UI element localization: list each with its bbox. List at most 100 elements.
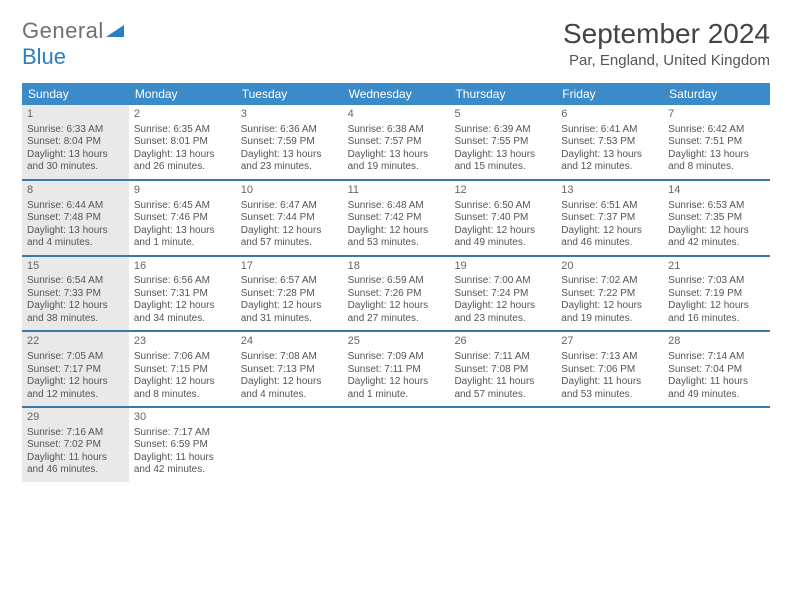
day-number: 11 (348, 184, 445, 198)
day-cell: 15Sunrise: 6:54 AMSunset: 7:33 PMDayligh… (22, 257, 129, 331)
daylight-text: Daylight: 12 hours and 42 minutes. (668, 225, 765, 250)
sunrise-text: Sunrise: 7:13 AM (561, 351, 658, 364)
daylight-text: Daylight: 12 hours and 23 minutes. (454, 300, 551, 325)
daylight-text: Daylight: 11 hours and 53 minutes. (561, 376, 658, 401)
empty-cell (343, 408, 450, 482)
day-cell: 25Sunrise: 7:09 AMSunset: 7:11 PMDayligh… (343, 332, 450, 406)
week-row: 15Sunrise: 6:54 AMSunset: 7:33 PMDayligh… (22, 257, 770, 333)
day-number: 8 (27, 184, 124, 198)
day-cell: 27Sunrise: 7:13 AMSunset: 7:06 PMDayligh… (556, 332, 663, 406)
week-row: 1Sunrise: 6:33 AMSunset: 8:04 PMDaylight… (22, 105, 770, 181)
daylight-text: Daylight: 12 hours and 1 minute. (348, 376, 445, 401)
sunrise-text: Sunrise: 6:45 AM (134, 200, 231, 213)
day-cell: 17Sunrise: 6:57 AMSunset: 7:28 PMDayligh… (236, 257, 343, 331)
sunrise-text: Sunrise: 7:02 AM (561, 275, 658, 288)
sunrise-text: Sunrise: 6:35 AM (134, 124, 231, 137)
sunset-text: Sunset: 7:04 PM (668, 364, 765, 377)
sunrise-text: Sunrise: 6:56 AM (134, 275, 231, 288)
daylight-text: Daylight: 13 hours and 15 minutes. (454, 149, 551, 174)
daylight-text: Daylight: 12 hours and 34 minutes. (134, 300, 231, 325)
sunset-text: Sunset: 7:51 PM (668, 136, 765, 149)
daylight-text: Daylight: 13 hours and 19 minutes. (348, 149, 445, 174)
sunrise-text: Sunrise: 7:11 AM (454, 351, 551, 364)
day-cell: 11Sunrise: 6:48 AMSunset: 7:42 PMDayligh… (343, 181, 450, 255)
day-header-cell: Thursday (449, 83, 556, 105)
daylight-text: Daylight: 12 hours and 8 minutes. (134, 376, 231, 401)
empty-cell (556, 408, 663, 482)
sunrise-text: Sunrise: 6:44 AM (27, 200, 124, 213)
empty-cell (449, 408, 556, 482)
day-number: 14 (668, 184, 765, 198)
empty-cell (663, 408, 770, 482)
daylight-text: Daylight: 12 hours and 49 minutes. (454, 225, 551, 250)
daylight-text: Daylight: 13 hours and 30 minutes. (27, 149, 124, 174)
daylight-text: Daylight: 13 hours and 26 minutes. (134, 149, 231, 174)
sunrise-text: Sunrise: 6:38 AM (348, 124, 445, 137)
day-cell: 19Sunrise: 7:00 AMSunset: 7:24 PMDayligh… (449, 257, 556, 331)
sunset-text: Sunset: 8:01 PM (134, 136, 231, 149)
day-cell: 5Sunrise: 6:39 AMSunset: 7:55 PMDaylight… (449, 105, 556, 179)
sunrise-text: Sunrise: 6:39 AM (454, 124, 551, 137)
day-cell: 6Sunrise: 6:41 AMSunset: 7:53 PMDaylight… (556, 105, 663, 179)
week-row: 8Sunrise: 6:44 AMSunset: 7:48 PMDaylight… (22, 181, 770, 257)
day-number: 30 (134, 411, 231, 425)
daylight-text: Daylight: 13 hours and 4 minutes. (27, 225, 124, 250)
sunset-text: Sunset: 7:24 PM (454, 288, 551, 301)
daylight-text: Daylight: 12 hours and 16 minutes. (668, 300, 765, 325)
sunrise-text: Sunrise: 6:54 AM (27, 275, 124, 288)
day-cell: 21Sunrise: 7:03 AMSunset: 7:19 PMDayligh… (663, 257, 770, 331)
sunrise-text: Sunrise: 6:50 AM (454, 200, 551, 213)
sunset-text: Sunset: 7:57 PM (348, 136, 445, 149)
day-cell: 1Sunrise: 6:33 AMSunset: 8:04 PMDaylight… (22, 105, 129, 179)
day-number: 22 (27, 335, 124, 349)
day-header-cell: Friday (556, 83, 663, 105)
sunset-text: Sunset: 7:33 PM (27, 288, 124, 301)
sunset-text: Sunset: 7:48 PM (27, 212, 124, 225)
day-number: 25 (348, 335, 445, 349)
day-header-cell: Tuesday (236, 83, 343, 105)
sunset-text: Sunset: 7:55 PM (454, 136, 551, 149)
sunset-text: Sunset: 7:19 PM (668, 288, 765, 301)
day-number: 27 (561, 335, 658, 349)
daylight-text: Daylight: 12 hours and 4 minutes. (241, 376, 338, 401)
day-cell: 26Sunrise: 7:11 AMSunset: 7:08 PMDayligh… (449, 332, 556, 406)
day-number: 16 (134, 260, 231, 274)
daylight-text: Daylight: 12 hours and 57 minutes. (241, 225, 338, 250)
day-header-row: SundayMondayTuesdayWednesdayThursdayFrid… (22, 83, 770, 105)
daylight-text: Daylight: 12 hours and 53 minutes. (348, 225, 445, 250)
daylight-text: Daylight: 12 hours and 38 minutes. (27, 300, 124, 325)
day-cell: 16Sunrise: 6:56 AMSunset: 7:31 PMDayligh… (129, 257, 236, 331)
sunrise-text: Sunrise: 6:51 AM (561, 200, 658, 213)
day-number: 15 (27, 260, 124, 274)
sunset-text: Sunset: 7:15 PM (134, 364, 231, 377)
sunrise-text: Sunrise: 6:36 AM (241, 124, 338, 137)
sunrise-text: Sunrise: 7:14 AM (668, 351, 765, 364)
sunrise-text: Sunrise: 7:16 AM (27, 427, 124, 440)
day-cell: 3Sunrise: 6:36 AMSunset: 7:59 PMDaylight… (236, 105, 343, 179)
day-header-cell: Saturday (663, 83, 770, 105)
day-number: 13 (561, 184, 658, 198)
day-cell: 8 Sunrise: 6:44 AMSunset: 7:48 PMDaylight… (22, 181, 129, 255)
day-cell: 23Sunrise: 7:06 AMSunset: 7:15 PMDayligh… (129, 332, 236, 406)
empty-cell (236, 408, 343, 482)
day-number: 19 (454, 260, 551, 274)
logo-word1: General (22, 18, 104, 44)
day-number: 21 (668, 260, 765, 274)
sunset-text: Sunset: 7:46 PM (134, 212, 231, 225)
sunrise-text: Sunrise: 7:05 AM (27, 351, 124, 364)
sunrise-text: Sunrise: 7:09 AM (348, 351, 445, 364)
week-row: 22Sunrise: 7:05 AMSunset: 7:17 PMDayligh… (22, 332, 770, 408)
daylight-text: Daylight: 12 hours and 19 minutes. (561, 300, 658, 325)
day-number: 20 (561, 260, 658, 274)
daylight-text: Daylight: 11 hours and 42 minutes. (134, 452, 231, 477)
day-cell: 14Sunrise: 6:53 AMSunset: 7:35 PMDayligh… (663, 181, 770, 255)
sunrise-text: Sunrise: 6:48 AM (348, 200, 445, 213)
day-cell: 10Sunrise: 6:47 AMSunset: 7:44 PMDayligh… (236, 181, 343, 255)
day-number: 17 (241, 260, 338, 274)
day-cell: 29Sunrise: 7:16 AMSunset: 7:02 PMDayligh… (22, 408, 129, 482)
day-cell: 7Sunrise: 6:42 AMSunset: 7:51 PMDaylight… (663, 105, 770, 179)
daylight-text: Daylight: 12 hours and 27 minutes. (348, 300, 445, 325)
daylight-text: Daylight: 11 hours and 46 minutes. (27, 452, 124, 477)
logo-line2: Blue (22, 44, 66, 70)
weeks-container: 1Sunrise: 6:33 AMSunset: 8:04 PMDaylight… (22, 105, 770, 482)
